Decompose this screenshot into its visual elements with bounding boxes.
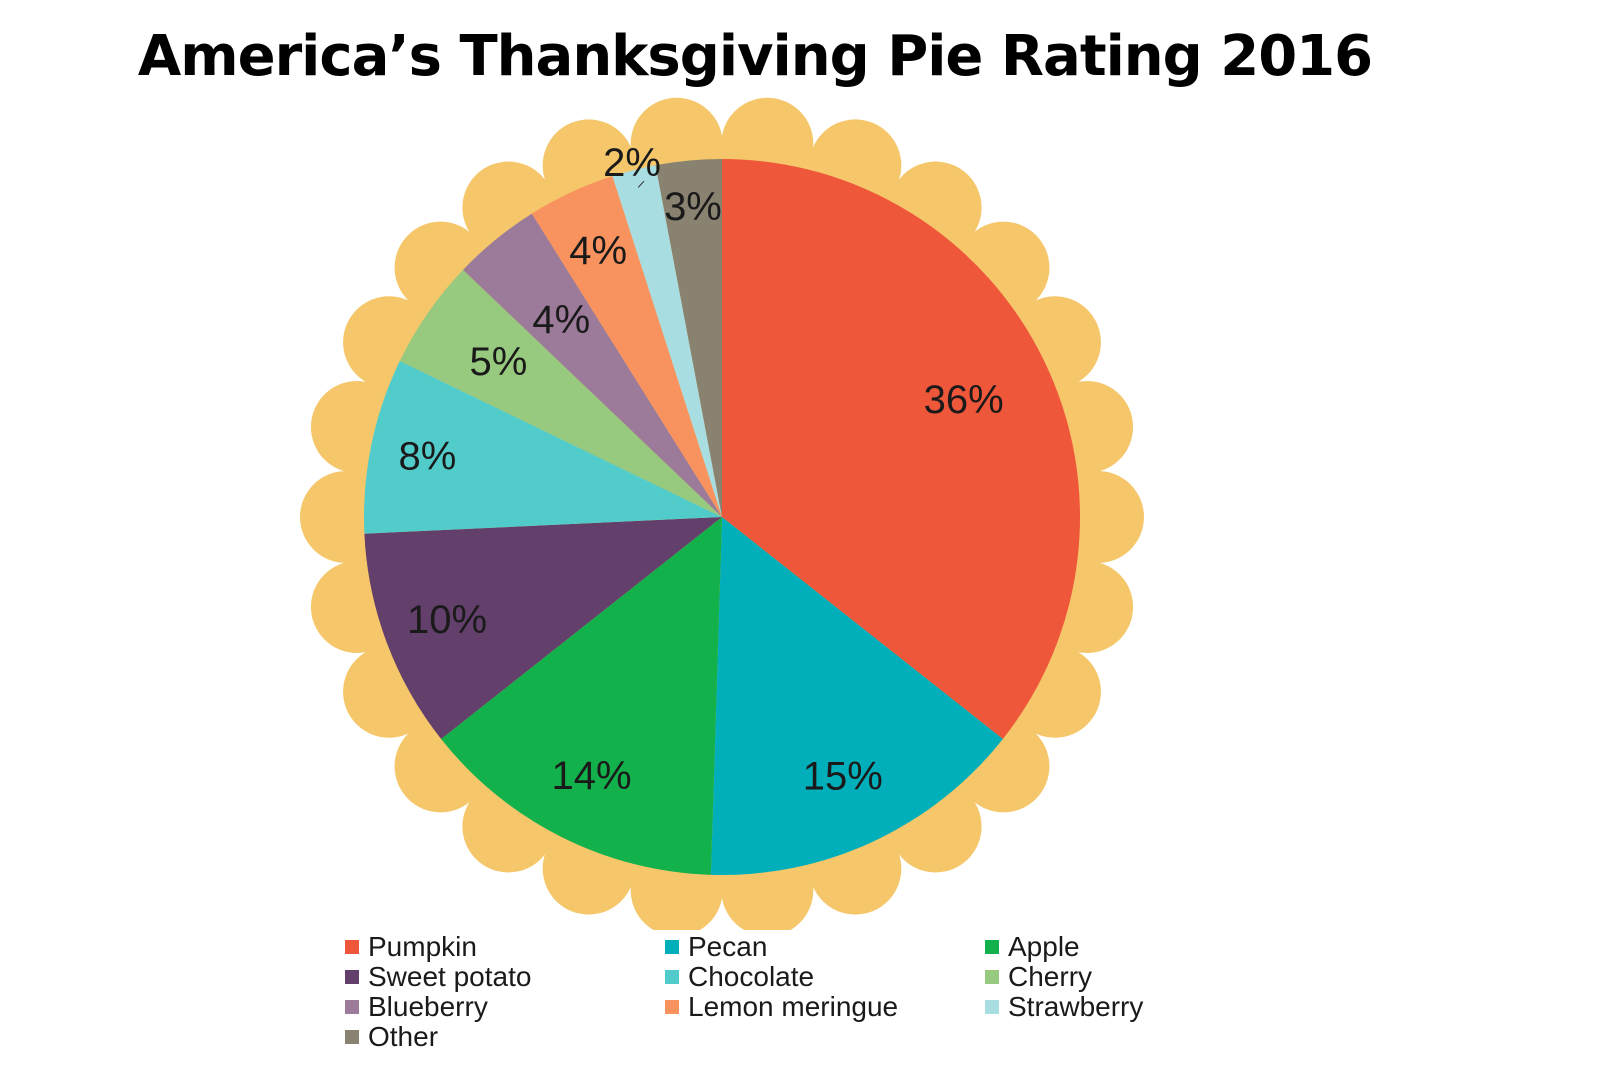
legend-swatch: [345, 940, 359, 954]
legend-item-pecan: Pecan: [665, 931, 985, 962]
legend-swatch: [985, 970, 999, 984]
legend-swatch: [985, 1000, 999, 1014]
legend-label: Other: [368, 1021, 439, 1052]
pie-slice-strawberry: [612, 165, 722, 517]
slice-label-pumpkin: 36%: [924, 378, 1004, 422]
legend-item-sweet-potato: Sweet potato: [345, 961, 665, 992]
slice-label-lemon-meringue: 4%: [569, 229, 627, 273]
legend-swatch: [345, 1000, 359, 1014]
slice-label-pecan: 15%: [803, 755, 883, 799]
pie-chart: 36%15%14%10%8%5%4%4%2%3%: [300, 97, 1144, 930]
legend-swatch: [345, 1030, 359, 1044]
legend-item-strawberry: Strawberry: [985, 991, 1305, 1022]
pie-slice-other: [655, 159, 722, 517]
pie-slice-blueberry: [463, 213, 722, 518]
slice-label-sweet-potato: 10%: [407, 598, 487, 642]
legend-label: Pecan: [688, 931, 768, 962]
pie-slices: [363, 159, 1080, 876]
slice-label-cherry: 5%: [470, 340, 528, 384]
legend-swatch: [985, 940, 999, 954]
legend-label: Sweet potato: [368, 961, 532, 992]
pie-slice-pumpkin: [722, 159, 1080, 739]
pie-slice-cherry: [399, 269, 722, 517]
leader-line-strawberry: [637, 180, 645, 188]
legend-item-chocolate: Chocolate: [665, 961, 985, 992]
legend-label: Apple: [1008, 931, 1080, 962]
legend-item-pumpkin: Pumpkin: [345, 931, 665, 962]
pie-slice-sweet-potato: [364, 517, 722, 739]
slice-label-other: 3%: [664, 185, 722, 229]
legend-swatch: [665, 970, 679, 984]
slice-label-chocolate: 8%: [398, 435, 456, 479]
legend-swatch: [665, 1000, 679, 1014]
slice-labels: 36%15%14%10%8%5%4%4%2%3%: [398, 141, 1003, 799]
pie-slice-apple: [441, 517, 722, 875]
pie-slice-lemon-meringue: [531, 176, 722, 517]
slice-label-strawberry: 2%: [603, 141, 661, 185]
legend-item-cherry: Cherry: [985, 961, 1305, 992]
legend-label: Blueberry: [368, 991, 488, 1022]
chart-title: America’s Thanksgiving Pie Rating 2016: [137, 24, 1373, 89]
legend-label: Pumpkin: [368, 931, 477, 962]
legend-item-apple: Apple: [985, 931, 1305, 962]
legend-item-blueberry: Blueberry: [345, 991, 665, 1022]
chart-legend: Pumpkin Pecan Apple Sweet potato Chocolate Ch…: [345, 931, 1325, 1052]
legend-item-other: Other: [345, 1021, 665, 1052]
pie-slice-pecan: [710, 517, 1003, 876]
leader-lines: [637, 180, 645, 188]
legend-item-lemon-meringue: Lemon meringue: [665, 991, 985, 1022]
slice-label-apple: 14%: [552, 754, 632, 798]
pie-slice-chocolate: [363, 360, 722, 534]
legend-label: Strawberry: [1008, 991, 1144, 1022]
legend-label: Chocolate: [688, 961, 815, 992]
legend-swatch: [345, 970, 359, 984]
slice-label-blueberry: 4%: [532, 298, 590, 342]
legend-label: Cherry: [1008, 961, 1093, 992]
legend-label: Lemon meringue: [688, 991, 899, 1022]
legend-swatch: [665, 940, 679, 954]
